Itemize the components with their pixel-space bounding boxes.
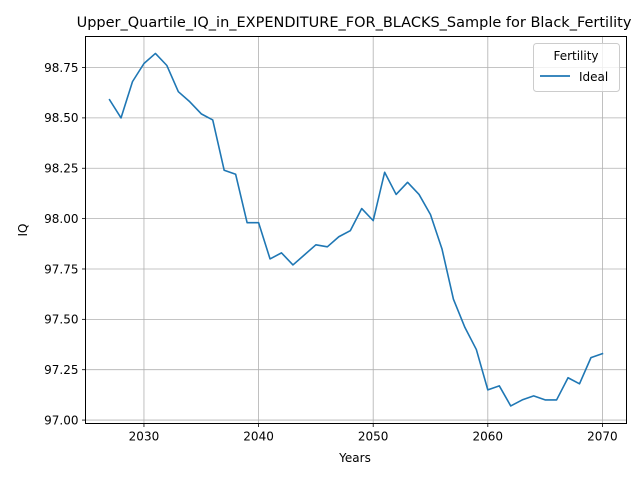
y-tick-label: 98.25 bbox=[44, 162, 78, 176]
series-layer bbox=[108, 52, 604, 407]
y-tick-label: 97.75 bbox=[44, 262, 78, 276]
y-tick-label: 98.00 bbox=[44, 212, 78, 226]
legend: Fertility Ideal bbox=[533, 43, 620, 92]
legend-box bbox=[533, 43, 620, 92]
x-tick-label: 2030 bbox=[129, 430, 160, 444]
x-axis-label: Years bbox=[338, 451, 371, 465]
y-tick-label: 97.25 bbox=[44, 363, 78, 377]
series-line-ideal bbox=[108, 52, 604, 407]
x-tick-label: 2060 bbox=[473, 430, 504, 444]
x-tick-label: 2070 bbox=[587, 430, 618, 444]
y-axis-label: IQ bbox=[16, 224, 30, 237]
x-tick-label: 2040 bbox=[243, 430, 274, 444]
legend-label-ideal: Ideal bbox=[579, 70, 608, 84]
x-tick-label: 2050 bbox=[358, 430, 389, 444]
y-tick-label: 98.50 bbox=[44, 111, 78, 125]
y-tick-label: 97.00 bbox=[44, 413, 78, 427]
y-tick-label: 97.50 bbox=[44, 313, 78, 327]
ticks: 2030 2040 2050 2060 2070 97.00 97.25 97.50 97.75… bbox=[44, 61, 618, 444]
plot-frame bbox=[85, 36, 627, 424]
chart-title: Upper_Quartile_IQ_in_EXPENDITURE_FOR_BLA… bbox=[77, 15, 632, 31]
y-tick-label: 98.75 bbox=[44, 61, 78, 75]
legend-title: Fertility bbox=[553, 49, 598, 63]
